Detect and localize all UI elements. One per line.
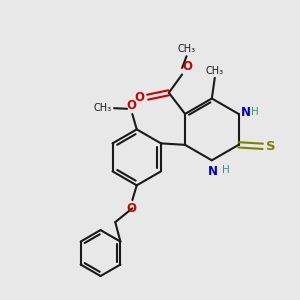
Text: CH₃: CH₃ [94,103,112,113]
Text: S: S [266,140,275,153]
Text: N: N [241,106,251,119]
Text: CH₃: CH₃ [206,65,224,76]
Text: O: O [134,91,144,103]
Text: H: H [222,165,230,175]
Text: O: O [183,60,193,73]
Text: CH₃: CH₃ [178,44,196,54]
Text: O: O [127,202,137,215]
Text: O: O [127,99,137,112]
Text: H: H [251,107,259,118]
Text: N: N [208,165,218,178]
